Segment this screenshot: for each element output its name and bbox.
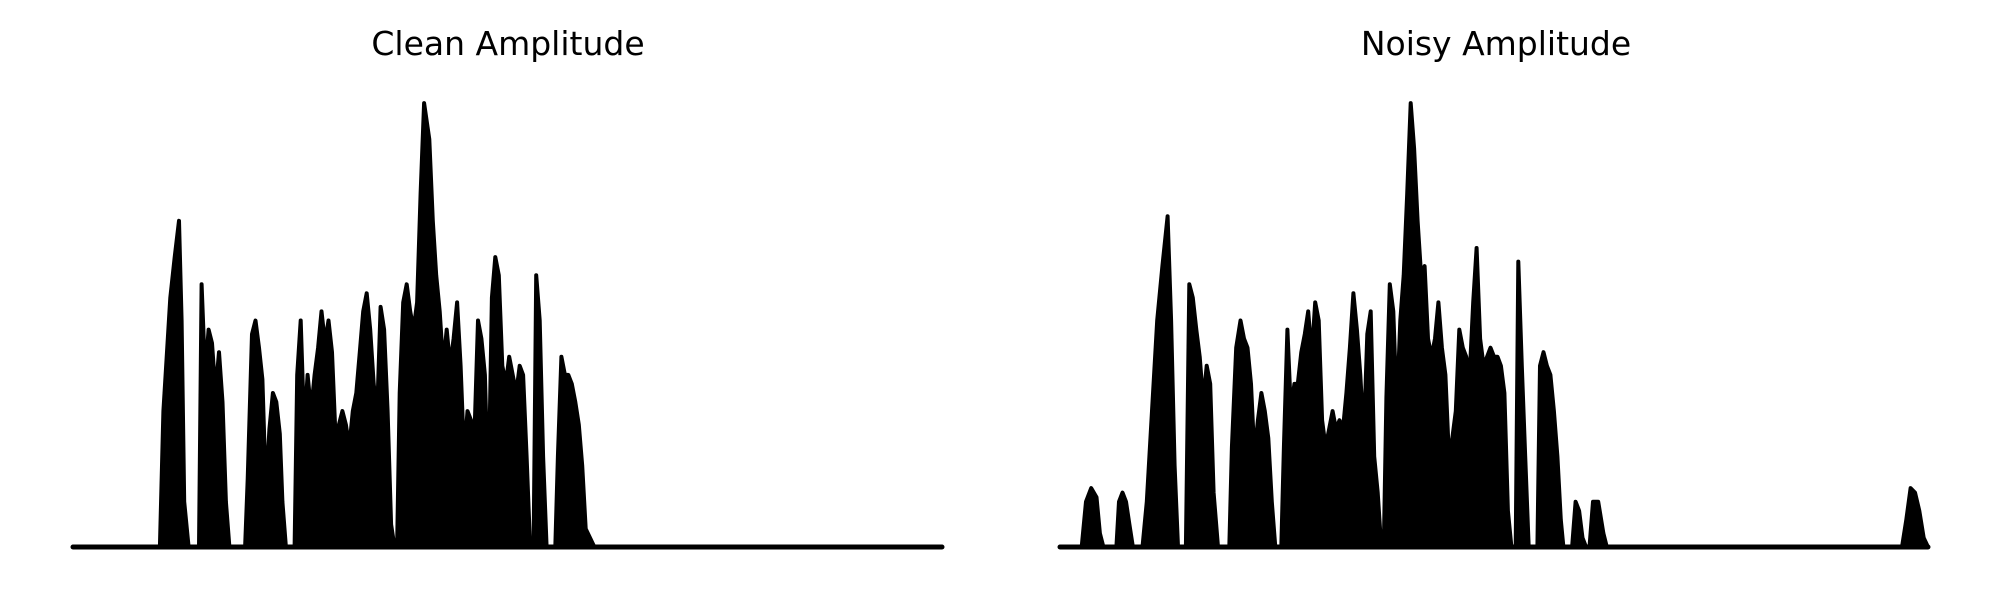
amplitude-envelope-area — [1058, 101, 1930, 549]
noisy-amplitude-title: Noisy Amplitude — [1360, 24, 1632, 63]
amplitude-envelope-area — [71, 101, 944, 549]
clean-amplitude-title: Clean Amplitude — [371, 24, 645, 63]
noisy-amplitude-plot — [1057, 101, 1931, 550]
clean-amplitude-plot — [70, 101, 945, 550]
